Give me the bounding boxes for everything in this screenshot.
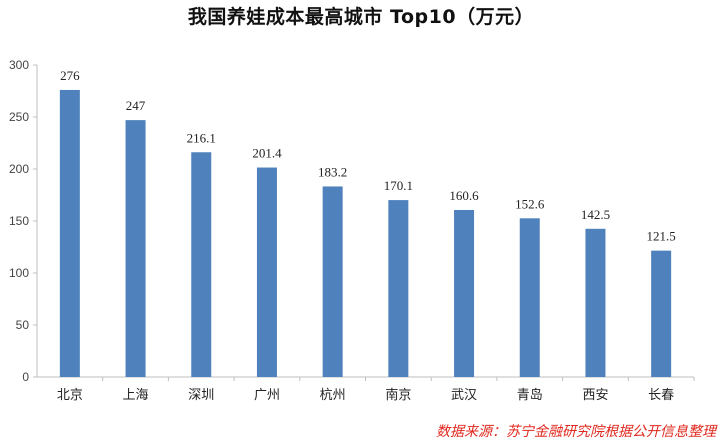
y-tick-label: 100 — [9, 266, 29, 280]
data-label: 247 — [126, 98, 146, 113]
bar-2 — [125, 120, 146, 378]
y-tick-label: 150 — [9, 214, 29, 228]
x-tick-label: 长春 — [648, 388, 674, 403]
y-axis-ticks: 0 50 100 150 200 250 300 — [9, 58, 37, 384]
x-tick-label: 深圳 — [188, 388, 214, 403]
bar-series — [59, 89, 672, 378]
x-tick-label: 杭州 — [320, 388, 346, 403]
bar-9 — [585, 228, 606, 377]
y-tick-label: 300 — [9, 58, 29, 72]
x-tick-label: 青岛 — [517, 387, 543, 403]
bar-3 — [191, 152, 212, 377]
data-label: 160.6 — [449, 188, 479, 203]
data-label: 201.4 — [252, 146, 282, 161]
bar-8 — [519, 218, 540, 377]
data-label: 183.2 — [318, 164, 347, 179]
data-label: 152.6 — [515, 196, 545, 211]
bar-6 — [388, 200, 409, 377]
bar-7 — [454, 209, 475, 377]
bar-4 — [256, 167, 277, 377]
y-tick-label: 200 — [9, 162, 29, 176]
x-tick-label: 上海 — [123, 388, 149, 403]
bar-5 — [322, 186, 343, 377]
y-tick-label: 250 — [9, 110, 29, 124]
x-tick-label: 武汉 — [451, 388, 477, 403]
data-label: 121.5 — [647, 229, 676, 244]
data-label: 216.1 — [187, 130, 216, 145]
x-tick-label: 北京 — [57, 388, 83, 403]
x-tick-label: 广州 — [254, 388, 280, 403]
data-labels: 276 247 216.1 201.4 183.2 170.1 160.6 152.6 142.… — [60, 68, 676, 244]
x-tick-label: 西安 — [582, 388, 608, 403]
chart-title: 我国养娃成本最高城市 Top10（万元） — [187, 6, 535, 28]
bar-10 — [651, 250, 672, 377]
bar-1 — [59, 89, 80, 378]
y-tick-label: 0 — [22, 370, 29, 384]
x-axis-ticks: 北京 上海 深圳 广州 杭州 南京 武汉 青岛 西安 长春 — [57, 377, 695, 403]
source-note: 数据来源：苏宁金融研究院根据公开信息整理 — [436, 424, 716, 440]
data-label: 142.5 — [581, 207, 610, 222]
data-label: 170.1 — [384, 178, 413, 193]
data-label: 276 — [60, 68, 80, 83]
y-tick-label: 50 — [16, 318, 30, 332]
x-tick-label: 南京 — [385, 387, 411, 403]
